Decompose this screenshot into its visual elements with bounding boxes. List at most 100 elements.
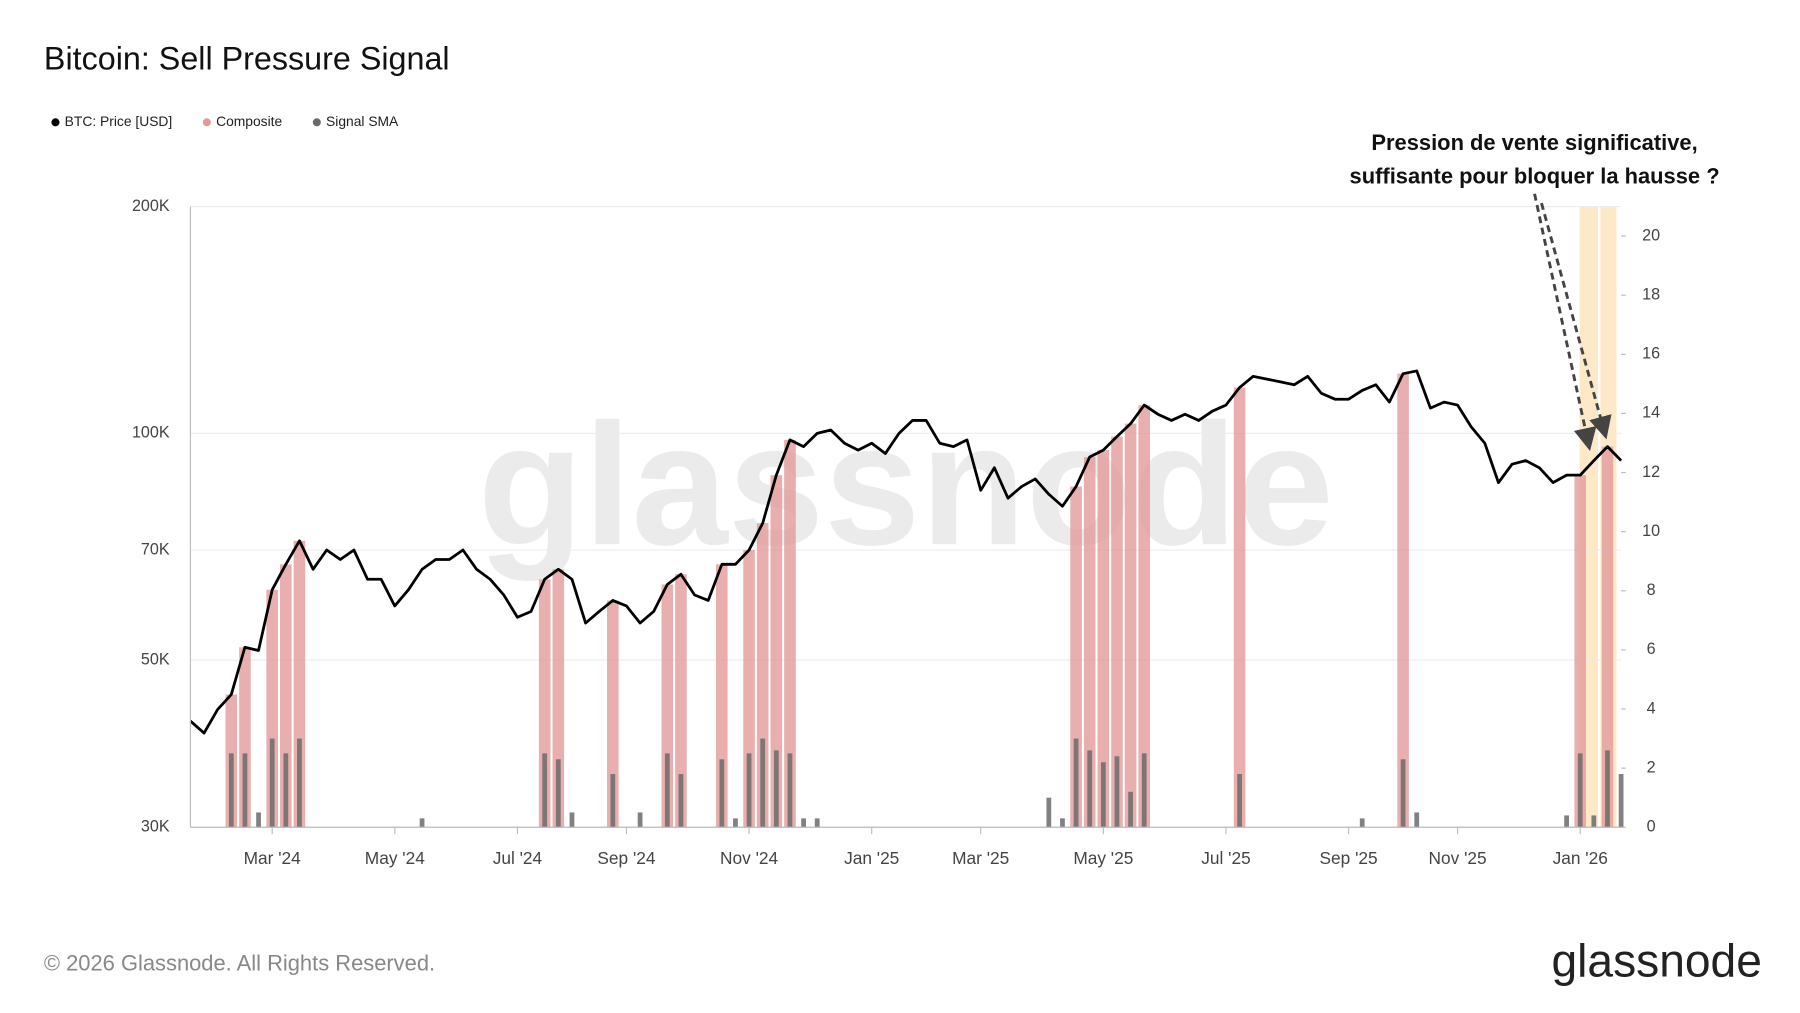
composite-bar: [675, 574, 687, 828]
signal-bar: [1400, 759, 1406, 828]
signal-bar: [1577, 753, 1583, 828]
annotation: suffisante pour bloquer la hausse ?: [1350, 163, 1720, 188]
composite-bar: [784, 439, 796, 828]
legend-marker: [202, 118, 211, 127]
signal-bar: [610, 774, 616, 828]
composite-bar: [743, 550, 755, 828]
composite-bar: [266, 589, 278, 828]
signal-bar: [242, 753, 248, 828]
composite-bar: [239, 647, 251, 828]
composite-bar: [756, 523, 769, 828]
signal-bar: [1591, 815, 1597, 828]
x-tick-label: Jan '25: [844, 848, 899, 868]
y2-tick-label: 20: [1642, 226, 1660, 244]
signal-bar: [773, 750, 779, 828]
signal-bar: [1237, 774, 1242, 828]
y2-tick-label: 18: [1642, 285, 1660, 303]
signal-bar: [733, 818, 738, 828]
footer: © 2026 Glassnode. All Rights Reserved.: [44, 950, 435, 975]
signal-bar: [1414, 812, 1420, 828]
legend-marker: [51, 118, 60, 127]
composite-bar: [607, 600, 619, 828]
x-tick-label: Jul '25: [1201, 848, 1250, 868]
signal-bar: [1114, 756, 1120, 828]
composite-bar: [770, 475, 783, 828]
x-tick-label: Mar '25: [952, 848, 1009, 868]
y-tick-label: 30K: [141, 818, 170, 836]
y2-tick-label: 2: [1647, 758, 1656, 776]
composite-bar: [1083, 457, 1096, 828]
signal-bar: [814, 818, 820, 828]
signal-bar: [1100, 762, 1106, 828]
signal-bar: [283, 753, 289, 828]
signal-bar: [228, 753, 234, 828]
composite-bar: [552, 569, 565, 828]
signal-bar: [297, 738, 302, 828]
signal-bar: [760, 738, 766, 828]
signal-bar: [637, 812, 643, 828]
composite-bar: [1111, 436, 1123, 828]
signal-bar: [1087, 750, 1093, 828]
composite-bar: [1097, 450, 1110, 828]
legend-label: Composite: [216, 113, 282, 129]
signal-bar: [1359, 818, 1365, 828]
price-line: [189, 369, 1623, 735]
y2-tick-label: 16: [1642, 345, 1660, 363]
composite-bar: [293, 540, 306, 828]
logo: glassnode: [1551, 935, 1761, 987]
y2-tick-label: 8: [1647, 581, 1656, 599]
y2-tick-label: 0: [1647, 818, 1656, 836]
signal-bar: [746, 753, 752, 828]
signal-bar: [542, 753, 548, 828]
x-tick-label: Sep '25: [1320, 848, 1378, 868]
composite-bar: [1601, 446, 1614, 828]
signal-bar: [419, 818, 425, 828]
legend-label: BTC: Price [USD]: [65, 113, 173, 129]
signal-bar: [1060, 818, 1065, 828]
signal-bar: [1618, 774, 1624, 828]
composite-bar: [1574, 475, 1587, 828]
y-tick-label: 200K: [132, 197, 170, 215]
watermark: glassnode: [478, 387, 1334, 581]
signal-bar: [719, 759, 725, 828]
y-tick-label: 50K: [141, 650, 170, 668]
x-tick-label: May '24: [365, 848, 425, 868]
composite-bar: [661, 584, 674, 828]
signal-bar: [569, 812, 575, 828]
composite-bar: [1397, 373, 1409, 828]
composite-bar: [1124, 423, 1137, 828]
x-tick-label: Jan '26: [1553, 848, 1608, 868]
signal-bar: [678, 774, 684, 828]
y2-tick-label: 10: [1642, 522, 1660, 540]
signal-bar: [1605, 750, 1610, 828]
y-tick-label: 70K: [141, 540, 170, 558]
composite-bar: [716, 564, 728, 828]
annotation-arrow: [1533, 193, 1597, 451]
signal-bar: [1046, 797, 1052, 828]
composite-bar: [1138, 405, 1151, 828]
composite-bar: [280, 564, 292, 828]
y2-tick-label: 4: [1647, 699, 1656, 717]
signal-bar: [664, 753, 670, 828]
signal-bar: [256, 812, 261, 828]
y2-tick-label: 14: [1642, 404, 1660, 422]
annotation: Pression de vente significative,: [1371, 130, 1697, 155]
signal-bar: [1141, 753, 1147, 828]
signal-bar: [787, 753, 793, 828]
plot-area: [189, 205, 1624, 828]
composite-bar: [538, 579, 551, 828]
composite-bar: [1233, 387, 1246, 828]
chart-title: Bitcoin: Sell Pressure Signal: [44, 41, 450, 77]
y2-tick-label: 12: [1642, 463, 1660, 481]
x-tick-label: Mar '24: [244, 848, 302, 868]
signal-bar: [269, 738, 275, 828]
legend-label: Signal SMA: [326, 113, 399, 129]
x-tick-label: Sep '24: [597, 848, 656, 868]
signal-bar: [1564, 815, 1569, 828]
y-tick-label: 100K: [132, 424, 170, 442]
signal-bar: [801, 818, 806, 828]
signal-bar: [555, 759, 561, 828]
y2-tick-label: 6: [1647, 640, 1656, 658]
